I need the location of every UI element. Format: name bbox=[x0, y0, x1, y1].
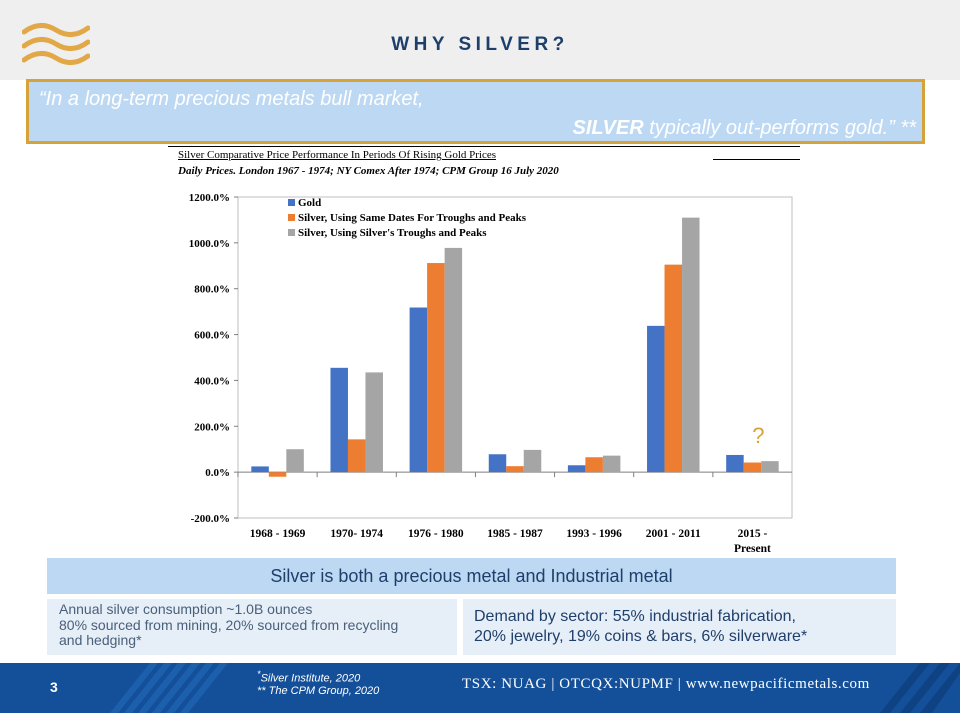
demand-line-1: Demand by sector: 55% industrial fabrica… bbox=[474, 608, 796, 625]
quote-silver-emphasis: SILVER bbox=[572, 117, 644, 139]
consumption-line-1: Annual silver consumption ~1.0B ounces bbox=[59, 601, 313, 617]
y-tick-label: 200.0% bbox=[194, 421, 230, 433]
industrial-metal-banner: Silver is both a precious metal and Indu… bbox=[47, 558, 896, 594]
y-tick-label: 0.0% bbox=[205, 467, 230, 479]
bar-silver-same-dates bbox=[347, 439, 366, 473]
consumption-line-3: and hedging* bbox=[59, 632, 142, 648]
demand-line-2: 20% jewelry, 19% coins & bars, 6% silver… bbox=[474, 628, 808, 645]
quote-line-2-rest: typically out-performs gold.” ** bbox=[643, 117, 916, 139]
bar-silver-same-dates bbox=[664, 264, 683, 473]
bar-chart: 1200.0% 1000.0% 800.0% 600.0% 400.0% 200.0% 0.… bbox=[189, 192, 793, 555]
demand-box: Demand by sector: 55% industrial fabrica… bbox=[463, 599, 896, 655]
bar-gold bbox=[251, 466, 269, 473]
bar-silver-same-dates bbox=[268, 472, 287, 477]
bar-gold bbox=[567, 465, 586, 473]
bar-silver-same-dates bbox=[506, 466, 524, 473]
source-silver-institute: *Silver Institute, 2020 bbox=[257, 669, 360, 685]
chart-title: Silver Comparative Price Performance In … bbox=[178, 149, 497, 161]
legend-entry: Silver, Using Same Dates For Troughs and… bbox=[298, 212, 527, 224]
bar-gold bbox=[488, 454, 507, 473]
bar-gold bbox=[330, 367, 348, 473]
legend-swatch bbox=[288, 229, 295, 236]
footer-bar: 3 *Silver Institute, 2020 ** The CPM Gro… bbox=[0, 663, 960, 713]
bar-silver-same-dates bbox=[743, 462, 762, 473]
footer-stripes-decoration bbox=[110, 663, 960, 713]
consumption-line-2: 80% sourced from mining, 20% sourced fro… bbox=[59, 616, 399, 633]
x-category-label: 2015 - bbox=[738, 528, 768, 540]
chart-subtitle: Daily Prices. London 1967 - 1974; NY Com… bbox=[178, 165, 559, 177]
chart-title-rule bbox=[713, 159, 800, 160]
quote-line-1: “In a long-term precious metals bull mar… bbox=[39, 88, 424, 110]
legend-entry: Gold bbox=[298, 197, 321, 209]
legend-swatch bbox=[288, 214, 295, 221]
bar-gold bbox=[409, 307, 428, 473]
y-tick-label: 800.0% bbox=[194, 284, 230, 296]
bar-gold bbox=[647, 325, 665, 473]
bar-silver-own-dates bbox=[365, 372, 383, 473]
bar-silver-same-dates bbox=[427, 263, 445, 473]
page-number: 3 bbox=[50, 679, 58, 695]
x-category-label: 1976 - 1980 bbox=[408, 528, 464, 540]
source-cpm-group: ** The CPM Group, 2020 bbox=[257, 685, 380, 697]
y-tick-label: 400.0% bbox=[194, 375, 230, 387]
x-category-label: 1985 - 1987 bbox=[487, 528, 543, 540]
bar-silver-own-dates bbox=[523, 449, 542, 473]
x-category-label: 1970- 1974 bbox=[330, 528, 383, 540]
page-title: WHY SILVER? bbox=[391, 34, 569, 55]
bar-silver-own-dates bbox=[286, 449, 304, 473]
x-category-label: 1968 - 1969 bbox=[250, 528, 306, 540]
header-bar: WHY SILVER? bbox=[0, 0, 960, 80]
bar-silver-own-dates bbox=[682, 217, 700, 473]
x-category-label: 1993 - 1996 bbox=[566, 528, 622, 540]
plot-area-border bbox=[237, 196, 793, 519]
consumption-box: Annual silver consumption ~1.0B ounces 8… bbox=[47, 599, 457, 655]
source-footnote-mark: * bbox=[257, 669, 261, 679]
ticker-and-website: TSX: NUAG | OTCQX:NUPMF | www.newpacific… bbox=[462, 676, 870, 692]
bar-silver-same-dates bbox=[585, 457, 603, 473]
y-tick-label: 1000.0% bbox=[189, 238, 230, 250]
chart-top-rule bbox=[168, 146, 800, 147]
quote-line-2: SILVER typically out-performs gold.” ** bbox=[573, 117, 916, 140]
bar-silver-own-dates bbox=[444, 247, 463, 473]
legend-entry: Silver, Using Silver's Troughs and Peaks bbox=[298, 227, 487, 239]
y-tick-label: 600.0% bbox=[194, 330, 230, 342]
y-tick-label: -200.0% bbox=[191, 513, 230, 525]
source-silver-institute-text: Silver Institute, 2020 bbox=[260, 672, 361, 685]
waves-logo-icon bbox=[22, 23, 90, 65]
quote-box: “In a long-term precious metals bull mar… bbox=[26, 79, 925, 144]
question-mark-annotation: ? bbox=[752, 423, 764, 448]
y-tick-label: 1200.0% bbox=[189, 192, 230, 204]
x-category-label: Present bbox=[734, 543, 771, 555]
bar-silver-own-dates bbox=[761, 461, 779, 473]
x-category-label: 2001 - 2011 bbox=[646, 528, 701, 540]
legend-swatch bbox=[288, 199, 295, 206]
bar-silver-own-dates bbox=[602, 455, 621, 473]
bar-gold bbox=[726, 454, 744, 473]
